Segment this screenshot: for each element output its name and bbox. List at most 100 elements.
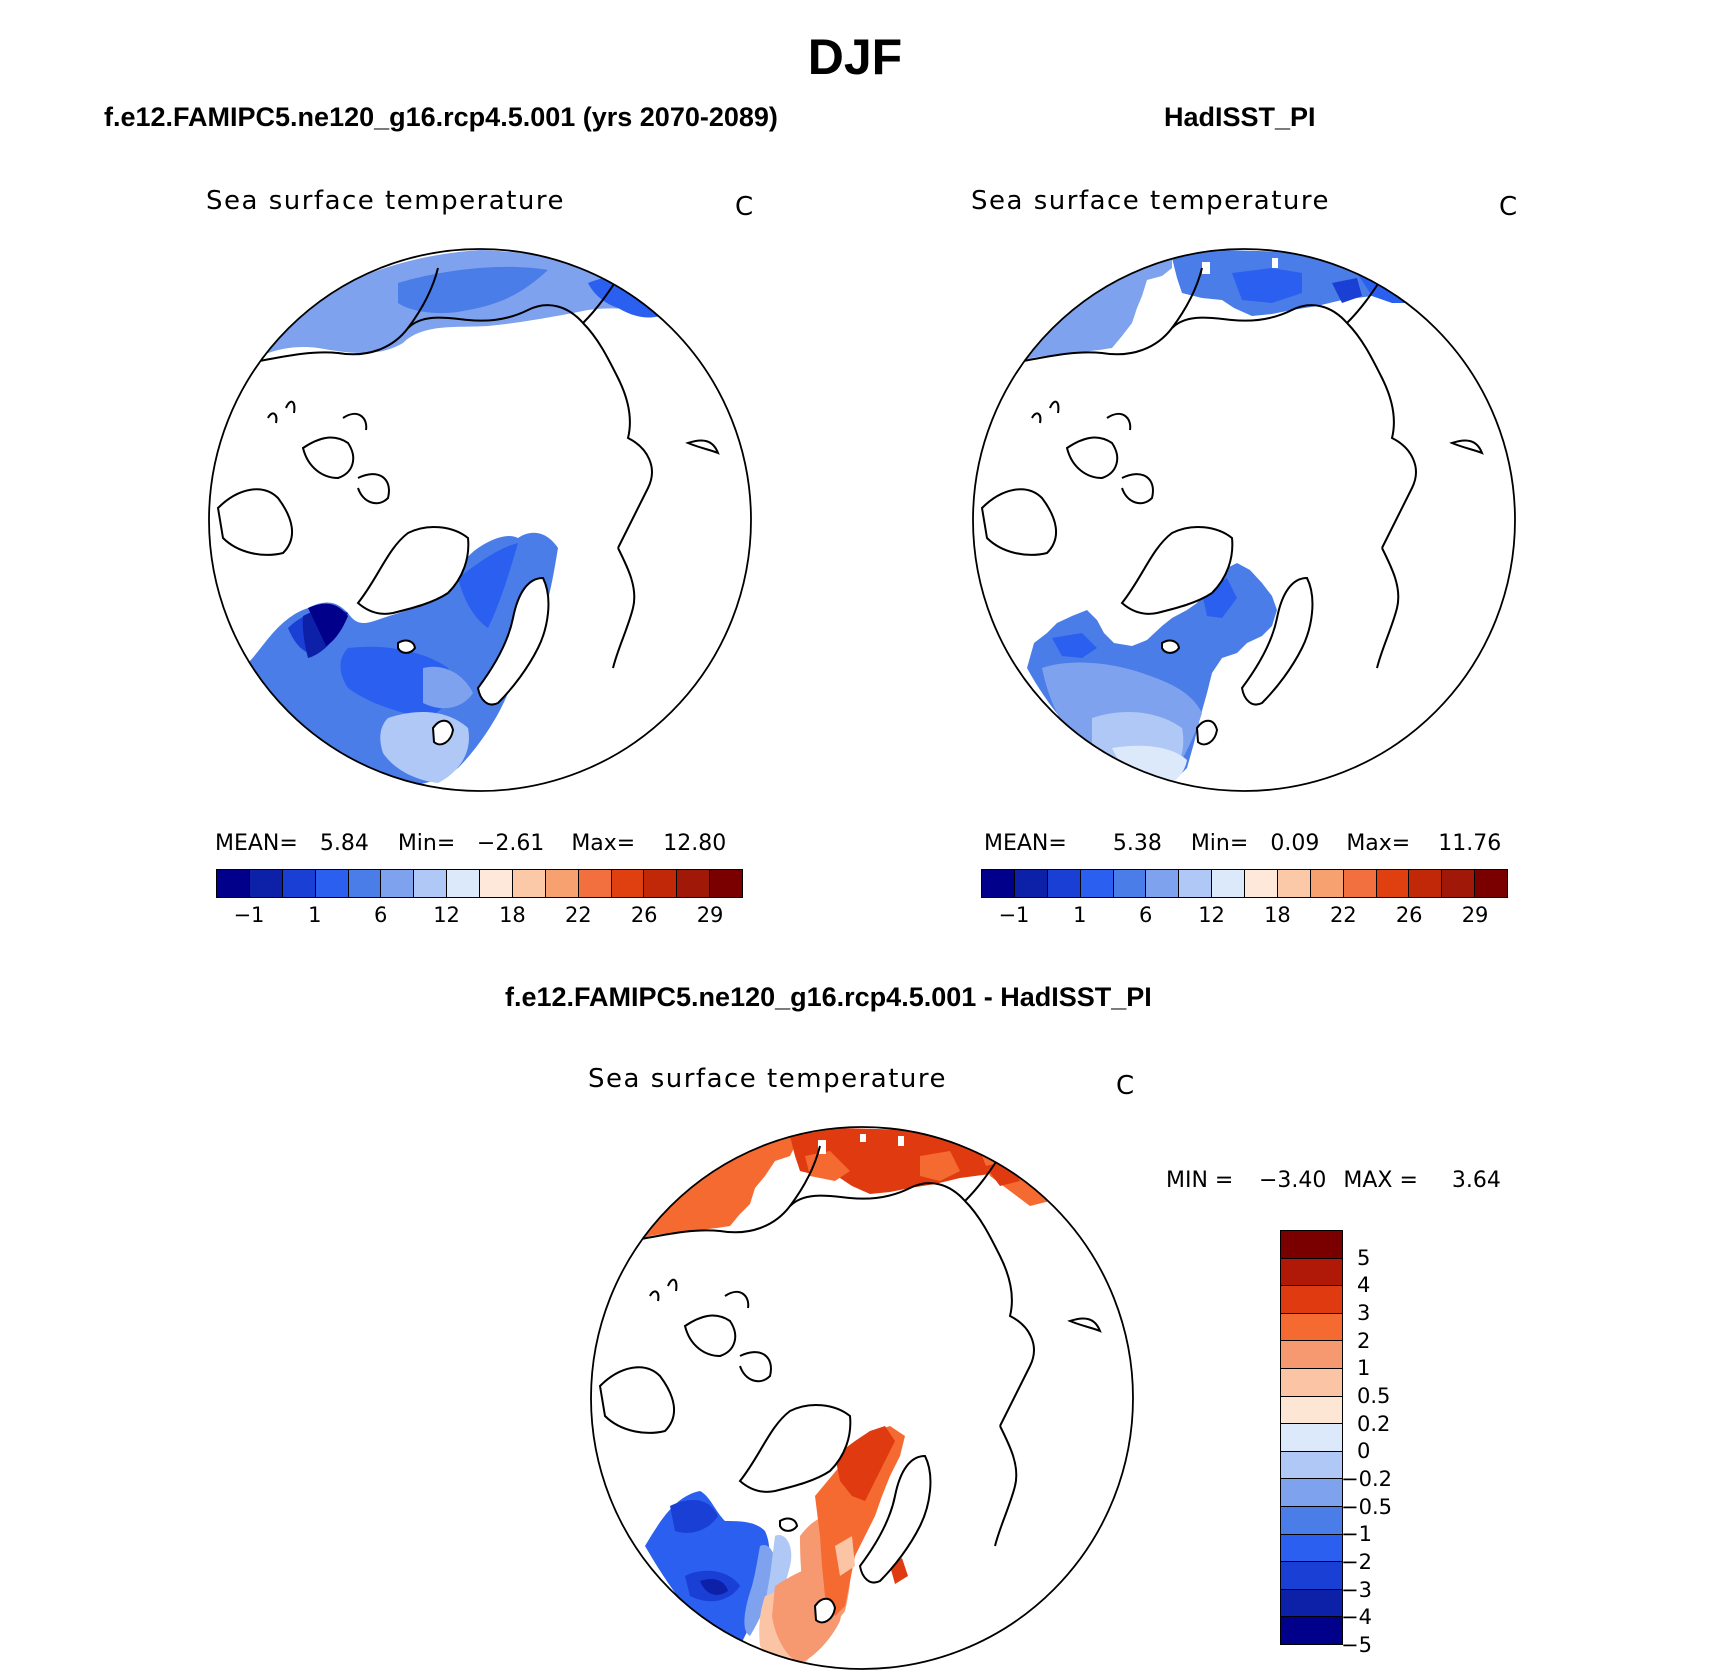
panel1-colorbar-box — [578, 870, 612, 897]
panel2-variable-title: Sea surface temperature — [971, 186, 1330, 216]
panel3-colorbar-box — [1281, 1479, 1342, 1507]
panel1-colorbar-box — [217, 870, 250, 897]
panel1-colorbar-box — [447, 870, 480, 897]
panel1-variable-title: Sea surface temperature — [206, 186, 565, 216]
panel2-min-label: Min= — [1190, 831, 1249, 856]
panel2-colorbar-box — [1277, 870, 1311, 897]
panel3-colorbar-box — [1281, 1562, 1342, 1590]
panel1-colorbar-box — [381, 870, 415, 897]
panel2-colorbar-tick-label: 1 — [1073, 903, 1087, 927]
panel1-colorbar-tick-label: 18 — [499, 903, 526, 927]
panel1-colorbar — [216, 869, 743, 898]
panel1-max-label: Max= — [571, 831, 636, 856]
panel3-colorbar-box — [1281, 1506, 1342, 1535]
panel2-colorbar-tick-label: 22 — [1329, 903, 1357, 927]
panel2-min-value: 0.09 — [1270, 831, 1320, 856]
panel1-colorbar-box — [611, 870, 645, 897]
panel2-colorbar-box — [1212, 870, 1245, 897]
panel2-colorbar-box — [1310, 870, 1344, 897]
panel3-colorbar-tick-label: 0.5 — [1357, 1384, 1391, 1408]
panel1-colorbar-box — [677, 870, 711, 897]
panel1-colorbar-box — [710, 870, 742, 897]
page-title: DJF — [807, 29, 903, 85]
panel1-polar-map — [208, 248, 752, 792]
panel1-stats: MEAN= 5.84 Min= −2.61 Max= 12.80 — [215, 831, 726, 856]
panel2-max-label: Max= — [1346, 831, 1411, 856]
panel3-min-value: −3.40 — [1258, 1168, 1327, 1193]
panel3-colorbar-tick-label: −5 — [1341, 1633, 1372, 1657]
panel3-polar-map — [590, 1126, 1134, 1670]
panel1-min-label: Min= — [397, 831, 456, 856]
panel3-colorbar-ticks: 5 4 3 2 1 0.5 0.2 0 −0.2 −0.5 −1 −2 −3 −4 −5 — [1341, 1230, 1439, 1657]
panel3-colorbar-tick-label: −3 — [1341, 1577, 1372, 1602]
panel2-mean-value: 5.38 — [1112, 831, 1162, 856]
panel3-colorbar-tick-label: −0.2 — [1341, 1467, 1392, 1491]
panel1-colorbar-box — [282, 870, 316, 897]
panel2-colorbar-box — [1113, 870, 1147, 897]
panel3-colorbar-box — [1281, 1286, 1342, 1314]
panel2-colorbar-box — [1376, 870, 1410, 897]
panel3-colorbar-tick-label: 3 — [1357, 1301, 1371, 1325]
panel2-colorbar — [981, 869, 1508, 898]
panel2-colorbar-box — [1343, 870, 1377, 897]
panel1-colorbar-box — [249, 870, 283, 897]
panel1-colorbar-box — [414, 870, 448, 897]
panel2-colorbar-box — [1047, 870, 1081, 897]
panel1-colorbar-tick-label: 6 — [374, 903, 388, 927]
panel2-colorbar-box — [1245, 870, 1278, 897]
panel3-colorbar-box — [1281, 1258, 1342, 1287]
panel3-colorbar-tick-label: 1 — [1357, 1356, 1371, 1381]
panel2-colorbar-box — [1080, 870, 1114, 897]
panel1-colorbar-tick-label: 22 — [564, 903, 592, 927]
panel3-min-label: MIN = — [1166, 1168, 1234, 1193]
panel2-colorbar-box — [1146, 870, 1180, 897]
panel2-colorbar-box — [1409, 870, 1443, 897]
panel3-stats: MIN = −3.40 MAX = 3.64 — [1166, 1168, 1501, 1193]
panel2-stats: MEAN= 5.38 Min= 0.09 Max= 11.76 — [984, 831, 1501, 856]
panel1-colorbar-tick-label: 1 — [308, 903, 322, 927]
panel2-units: C — [1499, 192, 1518, 222]
panel1-units: C — [735, 192, 754, 222]
panel3-colorbar-box — [1281, 1396, 1342, 1425]
panel1-colorbar-tick-label: −1 — [233, 903, 265, 927]
panel2-colorbar-ticks: −1 1 6 12 18 22 26 29 — [981, 903, 1508, 931]
panel3-colorbar-box — [1281, 1313, 1342, 1342]
panel2-colorbar-tick-label: 18 — [1264, 903, 1291, 927]
panel2-colorbar-box — [1475, 870, 1507, 897]
panel3-colorbar-tick-label: −1 — [1341, 1522, 1372, 1547]
panel2-colorbar-tick-label: 6 — [1139, 903, 1153, 927]
panel1-colorbar-box — [315, 870, 349, 897]
panel3-colorbar-tick-label: 0 — [1357, 1439, 1371, 1464]
panel3-colorbar-tick-label: 2 — [1357, 1328, 1371, 1353]
panel1-mean-value: 5.84 — [319, 831, 369, 856]
panel1-case-title: f.e12.FAMIPC5.ne120_g16.rcp4.5.001 (yrs … — [104, 102, 778, 132]
panel3-colorbar-box — [1281, 1534, 1342, 1563]
panel3-max-value: 3.64 — [1451, 1168, 1501, 1193]
panel2-colorbar-tick-label: −1 — [998, 903, 1030, 927]
panel3-case-title: f.e12.FAMIPC5.ne120_g16.rcp4.5.001 - Had… — [505, 982, 1152, 1012]
panel1-mean-label: MEAN= — [215, 831, 298, 856]
panel2-polar-map — [972, 248, 1516, 792]
panel1-colorbar-tick-label: 26 — [630, 903, 658, 927]
panel1-colorbar-box — [512, 870, 546, 897]
panel3-colorbar-box — [1281, 1451, 1342, 1480]
panel2-colorbar-box — [982, 870, 1015, 897]
panel3-colorbar-box — [1281, 1424, 1342, 1452]
panel1-max-value: 12.80 — [663, 831, 727, 856]
panel2-mean-label: MEAN= — [984, 831, 1067, 856]
panel2-colorbar-tick-label: 29 — [1461, 903, 1489, 927]
panel1-colorbar-tick-label: 12 — [433, 903, 460, 927]
panel1-min-value: −2.61 — [476, 831, 545, 856]
panel3-colorbar-tick-label: −0.5 — [1341, 1494, 1392, 1519]
panel1-colorbar-tick-label: 29 — [696, 903, 724, 927]
panel1-colorbar-box — [348, 870, 382, 897]
panel3-colorbar-box — [1281, 1617, 1342, 1644]
panel2-case-title: HadISST_PI — [1164, 102, 1316, 132]
panel3-colorbar-tick-label: −2 — [1341, 1550, 1372, 1574]
panel3-colorbar-tick-label: 5 — [1357, 1245, 1371, 1270]
panel2-colorbar-tick-label: 26 — [1395, 903, 1423, 927]
panel3-colorbar-box — [1281, 1231, 1342, 1259]
panel2-colorbar-tick-label: 12 — [1198, 903, 1225, 927]
panel3-variable-title: Sea surface temperature — [588, 1064, 947, 1094]
panel3-colorbar-box — [1281, 1368, 1342, 1397]
